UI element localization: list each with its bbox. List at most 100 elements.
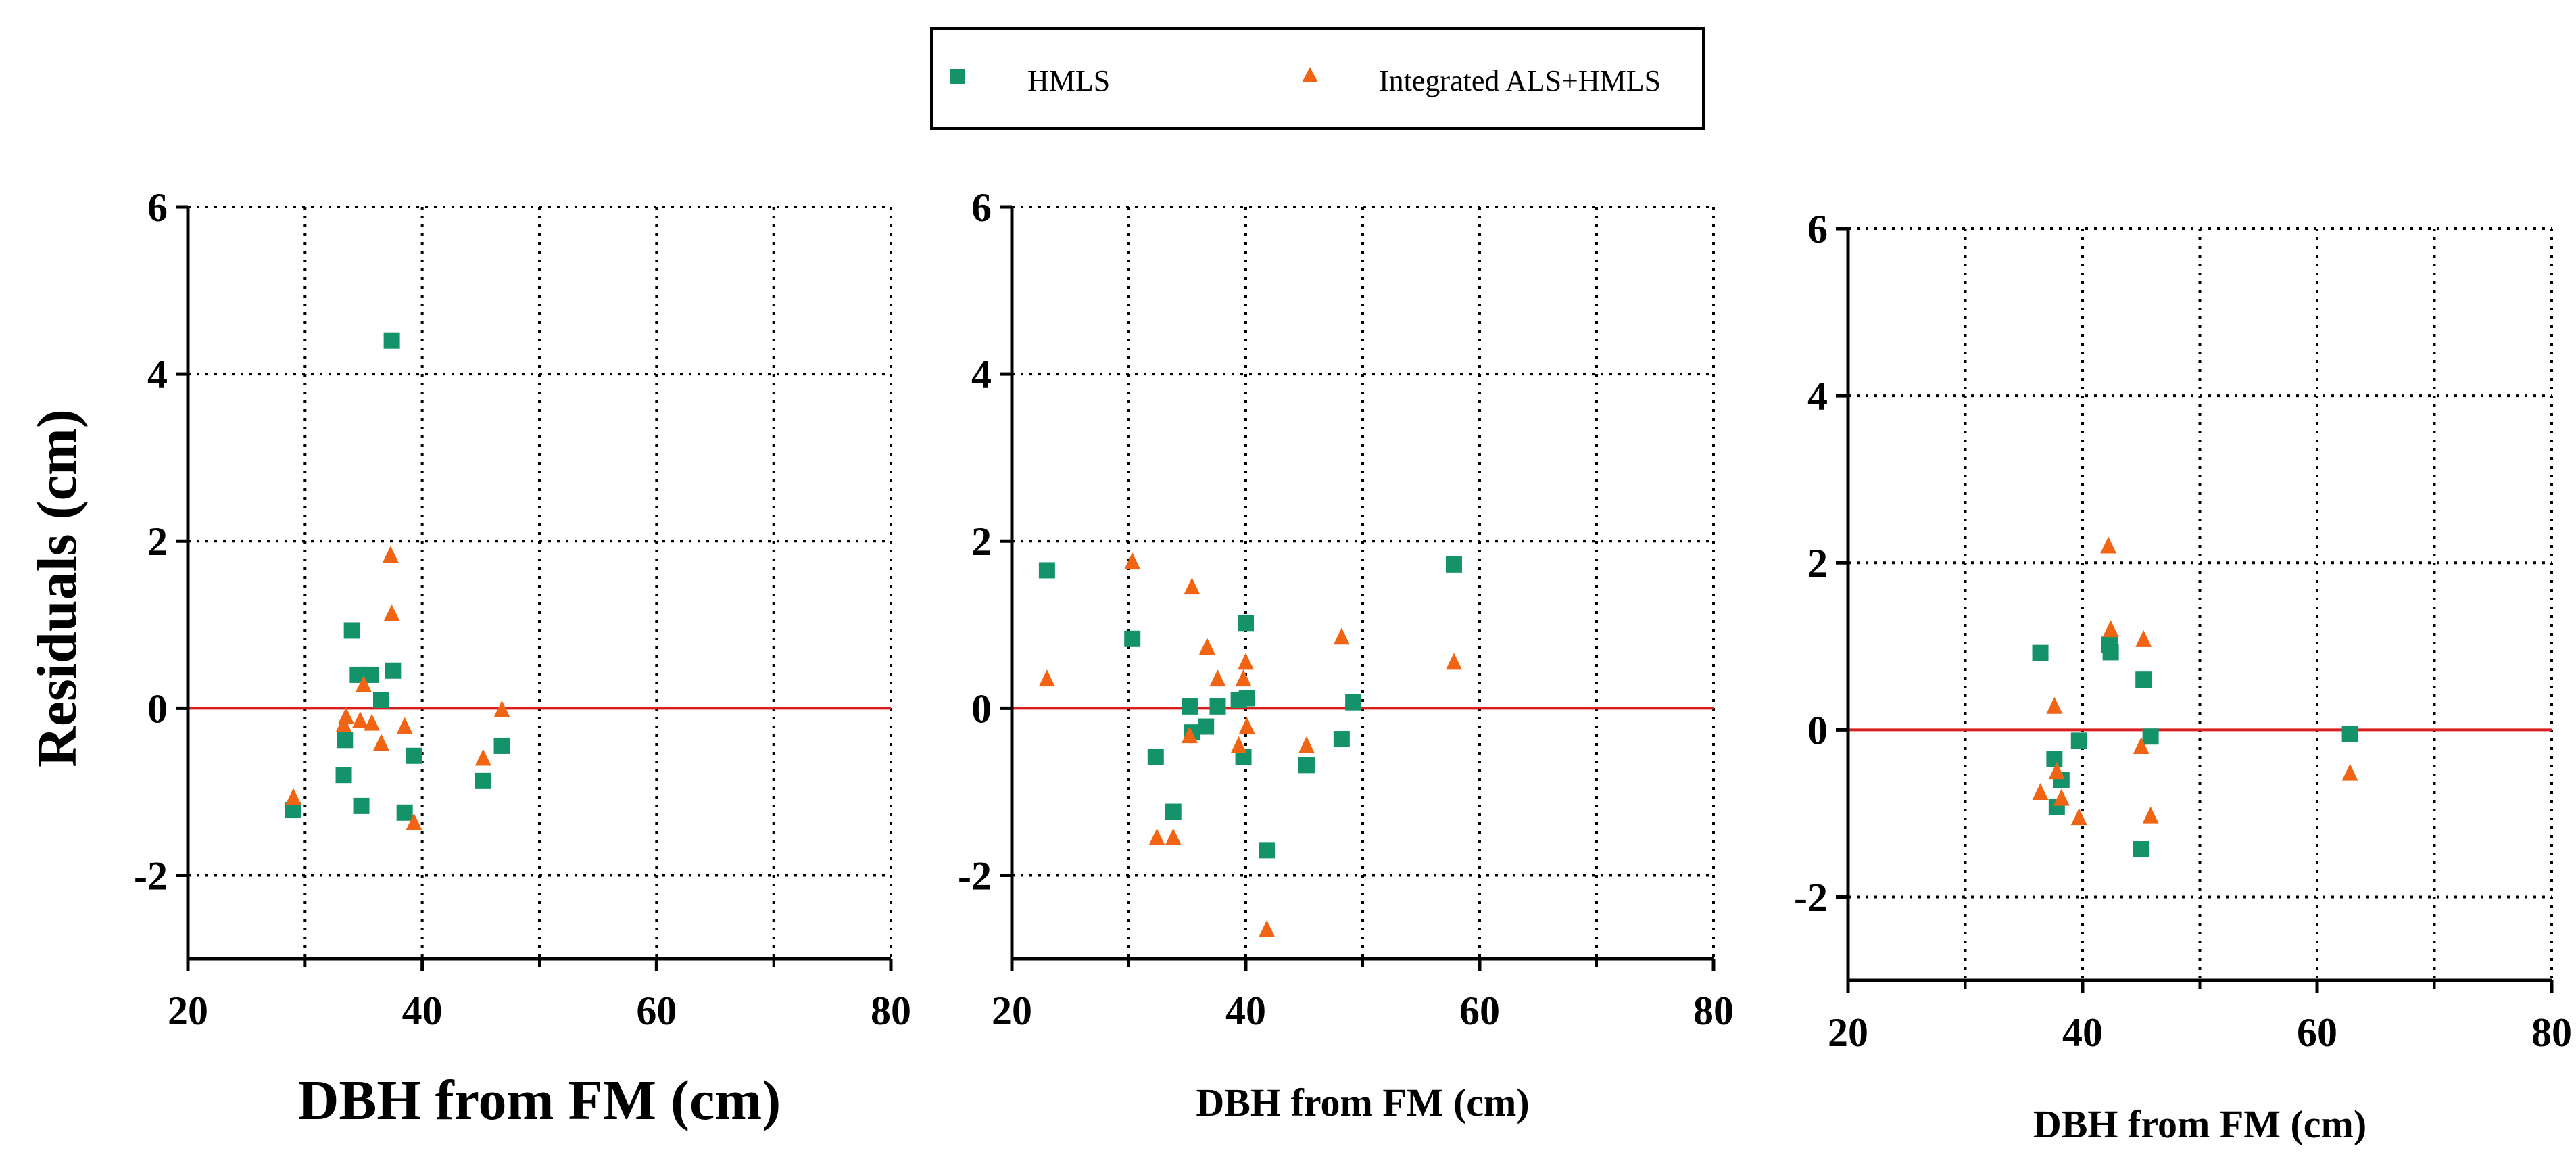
x-tick-label: 40 (2062, 1010, 2103, 1055)
legend: HMLS Integrated ALS+HMLS (930, 27, 1705, 130)
data-point-integrated (1209, 669, 1226, 687)
data-point-integrated (1148, 828, 1165, 845)
data-point-hmls (2046, 751, 2063, 767)
legend-box (930, 27, 1705, 130)
data-point-integrated (1165, 828, 1182, 845)
data-point-integrated (1181, 726, 1198, 744)
data-point-integrated (406, 813, 422, 830)
x-tick-label: 60 (636, 989, 677, 1033)
data-point-integrated (2133, 737, 2149, 755)
data-point-hmls (383, 332, 400, 349)
legend-label-hmls: HMLS (1027, 64, 1110, 97)
data-point-integrated (493, 700, 510, 717)
y-axis-title: Residuals (cm) (26, 409, 89, 767)
legend-marker-integrated (1302, 67, 1318, 82)
panel-2: 20 40 60 80 -2 0 2 4 6 DBH from FM (cm) (958, 185, 1734, 1124)
data-point-hmls (1298, 757, 1315, 774)
x-tick-label: 20 (992, 989, 1032, 1033)
data-point-hmls (1333, 731, 1350, 748)
x-axis-title: DBH from FM (cm) (298, 1069, 781, 1132)
data-point-hmls (1345, 694, 1362, 711)
data-point-integrated (338, 707, 354, 724)
y-tick-label: 6 (1807, 207, 1828, 252)
data-point-hmls (343, 622, 360, 639)
data-point-integrated (1124, 552, 1141, 570)
panel-3: 20 40 60 80 -2 0 2 4 6 DBH from FM (cm) (1794, 207, 2572, 1146)
data-point-integrated (356, 675, 372, 692)
x-tick-label: 40 (1225, 989, 1266, 1033)
y-tick-label: 6 (971, 185, 992, 230)
y-tick-label: -2 (958, 853, 992, 898)
data-point-hmls (1038, 562, 1055, 579)
data-point-hmls (373, 691, 389, 708)
data-point-hmls (2135, 671, 2152, 688)
data-point-integrated (1235, 669, 1252, 687)
x-tick-label: 80 (2531, 1010, 2572, 1055)
data-point-integrated (1298, 736, 1315, 753)
data-point-hmls (406, 747, 422, 764)
x-tick-label: 60 (1459, 989, 1500, 1033)
data-point-integrated (373, 734, 389, 751)
data-point-hmls (2133, 841, 2149, 858)
data-point-hmls (1238, 690, 1255, 707)
data-point-integrated (475, 749, 491, 766)
y-tick-label: 0 (147, 686, 168, 731)
data-point-integrated (1230, 736, 1247, 753)
data-point-hmls (1165, 803, 1182, 820)
x-tick-label: 20 (1828, 1010, 1868, 1055)
data-point-hmls (1445, 556, 1462, 573)
data-point-hmls (2142, 728, 2159, 745)
x-tick-label: 20 (168, 989, 208, 1033)
x-tick-label: 80 (1693, 989, 1734, 1033)
y-tick-label: 4 (147, 352, 168, 397)
data-point-hmls (353, 797, 370, 814)
data-point-integrated (1238, 653, 1254, 670)
x-axis-title: DBH from FM (cm) (2033, 1102, 2366, 1146)
data-point-hmls (1181, 698, 1198, 715)
data-point-hmls (1259, 842, 1275, 859)
data-point-integrated (2032, 783, 2049, 800)
data-point-integrated (2135, 630, 2152, 647)
data-point-integrated (351, 711, 368, 728)
data-point-integrated (364, 713, 381, 731)
data-point-hmls (2032, 644, 2049, 661)
y-tick-label: 2 (1807, 541, 1828, 586)
y-tick-label: -2 (134, 853, 168, 898)
data-point-hmls (335, 767, 352, 784)
x-tick-label: 60 (2297, 1010, 2337, 1055)
data-point-integrated (1238, 717, 1255, 734)
y-tick-label: -2 (1794, 875, 1828, 920)
data-point-hmls (385, 662, 402, 679)
data-point-hmls (337, 732, 354, 749)
data-point-integrated (2102, 620, 2119, 638)
y-tick-label: 4 (1807, 374, 1828, 419)
data-point-hmls (2070, 732, 2087, 749)
data-point-hmls (1147, 748, 1164, 765)
y-tick-label: 0 (971, 686, 992, 731)
data-point-integrated (1198, 638, 1215, 655)
data-point-integrated (1259, 920, 1275, 937)
data-point-hmls (1238, 615, 1254, 632)
data-point-integrated (2048, 762, 2065, 780)
data-point-integrated (383, 604, 400, 621)
data-point-integrated (1445, 653, 1462, 670)
data-point-integrated (2070, 808, 2087, 826)
data-point-integrated (285, 788, 301, 805)
y-tick-label: 2 (971, 519, 992, 564)
data-point-integrated (396, 717, 413, 734)
data-point-hmls (1124, 630, 1141, 647)
data-point-hmls (1198, 718, 1215, 735)
data-point-hmls (475, 772, 491, 789)
legend-marker-hmls (950, 69, 965, 84)
data-point-integrated (2142, 806, 2159, 824)
data-point-integrated (382, 546, 399, 563)
data-point-integrated (1038, 669, 1055, 687)
x-tick-label: 80 (871, 989, 911, 1033)
legend-label-integrated: Integrated ALS+HMLS (1379, 64, 1661, 97)
data-point-hmls (1209, 698, 1226, 715)
data-point-integrated (1184, 577, 1200, 595)
panel-1: 20 40 60 80 -2 0 2 4 6 DBH from FM (cm) (134, 185, 911, 1132)
y-tick-label: 4 (971, 352, 992, 397)
data-point-hmls (396, 804, 413, 821)
